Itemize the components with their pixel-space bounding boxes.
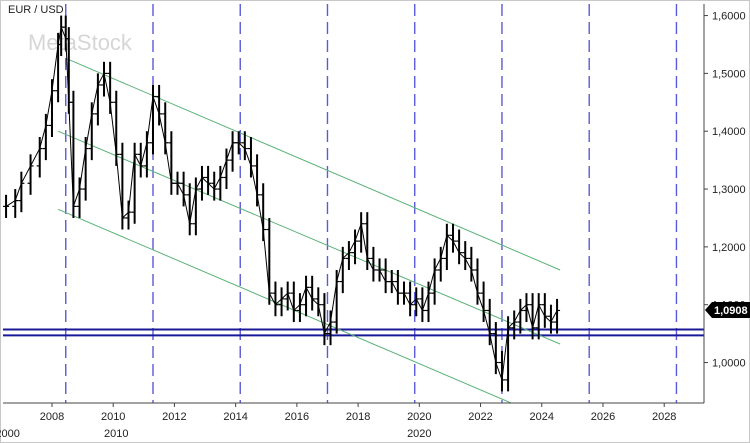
price-bar <box>101 61 108 97</box>
price-bar <box>217 165 224 201</box>
y-tick-label: 1,4000 <box>712 126 746 138</box>
x-tick-label: 2008 <box>40 411 64 423</box>
chart-title: EUR / USD <box>8 4 64 16</box>
channel-line <box>57 130 561 345</box>
price-bar <box>76 177 83 218</box>
y-tick-label: 1,3000 <box>712 184 746 196</box>
decade-label: 2020 <box>407 428 431 440</box>
decade-label: 2010 <box>104 428 128 440</box>
price-bar <box>12 189 19 218</box>
watermark-text: MetaStock <box>28 30 133 55</box>
price-bar <box>156 84 163 126</box>
x-tick-label: 2028 <box>652 411 676 423</box>
decade-label: 2000 <box>0 428 20 440</box>
price-bar <box>492 322 499 375</box>
current-price-tag-bg <box>705 302 750 319</box>
x-tick-label: 2016 <box>285 411 309 423</box>
x-tick-label: 2024 <box>530 411 554 423</box>
y-tick-label: 1,6000 <box>712 11 746 23</box>
price-bar <box>554 298 561 334</box>
price-bar <box>327 310 334 346</box>
price-bar <box>437 246 444 282</box>
price-bar <box>125 200 132 230</box>
price-bar <box>186 183 193 236</box>
current-price-tag: 1,0908 <box>705 302 750 319</box>
price-series-line <box>5 25 558 381</box>
current-price-label: 1,0908 <box>714 305 748 317</box>
price-bar <box>36 137 43 178</box>
price-bar <box>241 131 248 161</box>
y-tick-label: 1,5000 <box>712 68 746 80</box>
channel-line <box>57 208 512 404</box>
x-tick-label: 2022 <box>468 411 492 423</box>
x-tick-label: 2018 <box>346 411 370 423</box>
channel-line <box>67 58 561 271</box>
x-tick-label: 2014 <box>223 411 247 423</box>
y-tick-label: 1,0000 <box>712 358 746 370</box>
x-tick-label: 2020 <box>407 411 431 423</box>
x-tick-label: 2012 <box>162 411 186 423</box>
x-tick-label: 2010 <box>101 411 125 423</box>
y-tick-label: 1,2000 <box>712 242 746 254</box>
x-tick-label: 2026 <box>591 411 615 423</box>
price-bar <box>486 298 493 346</box>
